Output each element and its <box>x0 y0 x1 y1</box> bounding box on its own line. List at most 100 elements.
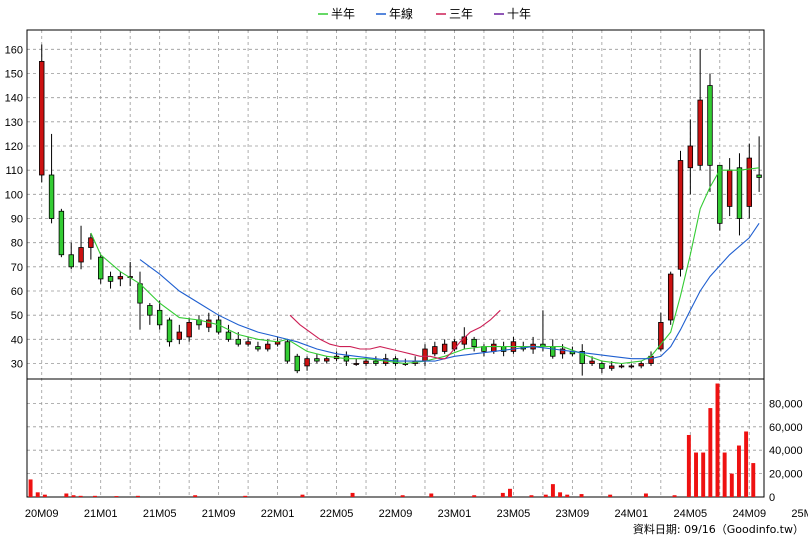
candle-body <box>68 254 74 268</box>
x-tick-label: 20M09 <box>25 508 59 520</box>
volume-bar <box>78 495 83 497</box>
x-tick-label: 21M09 <box>202 508 236 520</box>
volume-axis: 0 20,000 40,000 60,000 80,000 <box>769 398 803 504</box>
volume-bar <box>508 488 512 497</box>
candle-body <box>117 276 124 280</box>
volume-bar <box>300 494 305 497</box>
price-axis: 30 40 50 60 70 80 90 100 110 120 130 140 150 160 <box>5 44 23 370</box>
volume-bar <box>35 492 40 497</box>
candle-body <box>471 338 477 347</box>
candle-body <box>658 322 664 350</box>
ma-halfyear-line <box>90 167 760 365</box>
volume-bar <box>472 495 477 497</box>
legend-label: 三年 <box>449 7 473 21</box>
volume-tick-label: 80,000 <box>769 398 803 410</box>
volume-bar <box>42 494 47 497</box>
x-tick-label: 21M01 <box>84 508 118 520</box>
x-tick-label: 23M05 <box>497 508 531 520</box>
x-tick-label: 25M01 <box>791 508 808 520</box>
chart-legend: 半年 年線 三年 十年 <box>318 6 531 21</box>
price-tick-label: 120 <box>5 141 23 153</box>
volume-bar <box>608 494 613 497</box>
volume-bar <box>529 495 534 497</box>
x-tick-label: 24M09 <box>732 508 766 520</box>
candle-body <box>687 145 694 169</box>
volume-bar <box>429 493 434 497</box>
price-tick-label: 50 <box>11 310 23 322</box>
candle-body <box>579 351 585 364</box>
candle-body <box>147 305 153 316</box>
volume-tick-label: 40,000 <box>769 445 803 457</box>
volume-bar <box>579 494 584 497</box>
volume-bar <box>744 431 749 497</box>
ma-3year-line <box>289 309 501 360</box>
candle-body <box>98 256 104 280</box>
candle-body <box>717 164 723 224</box>
candlesticks <box>39 44 762 376</box>
x-tick-label: 22M01 <box>261 508 295 520</box>
candle-body <box>746 157 752 207</box>
candle-body <box>667 273 674 321</box>
price-tick-label: 160 <box>5 44 23 56</box>
volume-bar <box>672 495 677 497</box>
candle-body <box>88 237 94 248</box>
volume-bar <box>193 495 198 497</box>
candle-body <box>156 309 163 326</box>
candle-body <box>736 167 743 219</box>
candle-body <box>726 169 733 207</box>
candle-body <box>422 348 428 362</box>
x-tick-label: 21M05 <box>143 508 177 520</box>
volume-bar <box>400 495 405 497</box>
candle-body <box>677 160 684 270</box>
volume-bar <box>686 434 691 497</box>
volume-bar <box>565 494 570 497</box>
x-tick-label: 23M09 <box>556 508 590 520</box>
ma-year-line <box>139 222 760 362</box>
candle-body <box>284 341 291 362</box>
candle-body <box>363 360 369 364</box>
plot-border <box>26 29 765 498</box>
candle-body <box>589 360 595 364</box>
candle-body <box>235 338 241 345</box>
candle-body <box>550 346 556 357</box>
x-axis: 20M09 21M01 21M05 21M09 22M01 22M05 22M09 23M01… <box>25 508 808 520</box>
volume-bars <box>28 383 756 497</box>
candle-body <box>58 210 65 256</box>
volume-bar <box>736 445 741 497</box>
candle-body <box>559 348 566 355</box>
volume-tick-label: 0 <box>769 492 775 504</box>
volume-bar <box>64 493 69 497</box>
volume-bar <box>543 494 548 497</box>
candle-body <box>697 99 703 166</box>
candle-body <box>304 358 310 367</box>
volume-tick-label: 20,000 <box>769 469 803 481</box>
candle-body <box>314 358 320 362</box>
volume-bar <box>243 495 248 497</box>
x-tick-label: 22M09 <box>379 508 413 520</box>
price-tick-label: 40 <box>11 334 23 346</box>
legend-label: 十年 <box>507 7 531 21</box>
price-tick-label: 60 <box>11 286 23 298</box>
price-tick-label: 140 <box>5 93 23 105</box>
x-tick-label: 24M01 <box>615 508 649 520</box>
price-tick-label: 130 <box>5 117 23 129</box>
volume-bar <box>135 495 140 497</box>
candle-body <box>599 363 605 369</box>
volume-bar <box>722 452 727 497</box>
candle-body <box>441 343 448 352</box>
volume-bar <box>500 492 505 497</box>
grid-lines <box>27 30 764 497</box>
candle-body <box>638 363 644 367</box>
volume-bar <box>729 473 734 497</box>
candle-body <box>353 363 359 365</box>
candle-body <box>39 61 45 176</box>
volume-bar <box>701 452 706 497</box>
candle-body <box>255 346 261 350</box>
candle-body <box>324 358 330 362</box>
candle-body <box>48 174 55 219</box>
candle-body <box>265 343 271 350</box>
price-tick-label: 90 <box>11 214 23 226</box>
price-tick-label: 150 <box>5 69 23 81</box>
x-tick-label: 23M01 <box>438 508 472 520</box>
